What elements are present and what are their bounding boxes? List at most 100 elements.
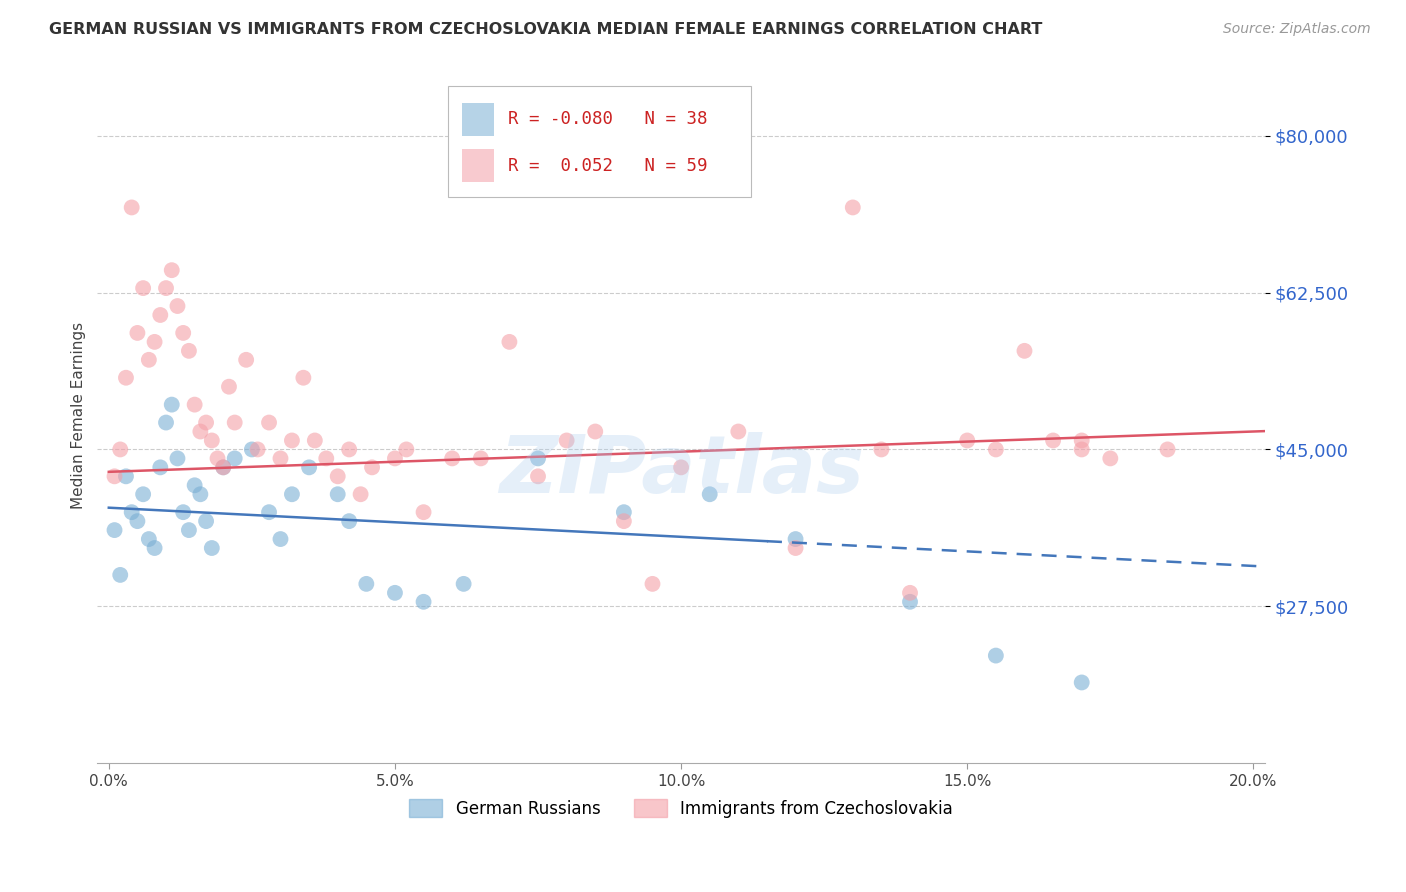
Point [498,334,520,349]
Point [149,308,172,322]
Point [121,505,143,519]
Point [155,416,177,430]
FancyBboxPatch shape [447,86,751,197]
Point [127,514,149,528]
Point [412,505,434,519]
Point [172,326,194,340]
Point [298,460,321,475]
Point [224,451,246,466]
Point [785,541,807,555]
Point [212,460,235,475]
Point [155,281,177,295]
Point [326,469,349,483]
Point [304,434,326,448]
Point [138,532,160,546]
Point [1014,343,1036,358]
Point [898,595,921,609]
Y-axis label: Median Female Earnings: Median Female Earnings [72,322,86,509]
Point [453,577,475,591]
Point [1156,442,1178,457]
Point [315,451,337,466]
Point [956,434,979,448]
Point [235,352,257,367]
Point [727,425,749,439]
Point [412,595,434,609]
Point [785,532,807,546]
Point [641,577,664,591]
Point [527,469,550,483]
Point [166,451,188,466]
FancyBboxPatch shape [461,103,495,136]
Point [326,487,349,501]
Point [395,442,418,457]
Point [190,487,212,501]
Point [1070,442,1092,457]
Point [842,201,865,215]
Point [110,568,132,582]
Point [160,263,183,277]
Point [149,460,172,475]
Point [699,487,721,501]
Point [143,541,166,555]
Point [583,425,606,439]
Point [143,334,166,349]
Point [384,451,406,466]
Point [1070,675,1092,690]
Point [121,201,143,215]
Point [201,541,224,555]
Point [870,442,893,457]
Point [127,326,149,340]
FancyBboxPatch shape [461,149,495,183]
Point [240,442,263,457]
Point [257,416,280,430]
Point [172,505,194,519]
Point [183,398,205,412]
Point [246,442,269,457]
Point [269,451,291,466]
Point [138,352,160,367]
Text: R =  0.052   N = 59: R = 0.052 N = 59 [509,157,707,175]
Point [103,469,125,483]
Text: R = -0.080   N = 38: R = -0.080 N = 38 [509,111,707,128]
Point [356,577,378,591]
Text: GERMAN RUSSIAN VS IMMIGRANTS FROM CZECHOSLOVAKIA MEDIAN FEMALE EARNINGS CORRELAT: GERMAN RUSSIAN VS IMMIGRANTS FROM CZECHO… [49,22,1043,37]
Point [218,380,240,394]
Point [257,505,280,519]
Point [361,460,384,475]
Point [1070,434,1092,448]
Point [337,442,360,457]
Point [132,281,155,295]
Point [190,425,212,439]
Legend: German Russians, Immigrants from Czechoslovakia: German Russians, Immigrants from Czechos… [402,793,960,824]
Point [292,370,315,384]
Point [1042,434,1064,448]
Point [207,451,229,466]
Point [103,523,125,537]
Point [281,487,304,501]
Point [269,532,291,546]
Point [441,451,464,466]
Text: Source: ZipAtlas.com: Source: ZipAtlas.com [1223,22,1371,37]
Point [110,442,132,457]
Point [132,487,155,501]
Point [555,434,578,448]
Point [201,434,224,448]
Point [115,469,138,483]
Point [613,505,636,519]
Point [212,460,235,475]
Point [613,514,636,528]
Point [115,370,138,384]
Point [898,586,921,600]
Point [183,478,205,492]
Point [177,343,200,358]
Point [166,299,188,313]
Point [160,398,183,412]
Point [984,442,1007,457]
Text: ZIPatlas: ZIPatlas [499,433,863,510]
Point [527,451,550,466]
Point [470,451,492,466]
Point [337,514,360,528]
Point [281,434,304,448]
Point [984,648,1007,663]
Point [195,416,218,430]
